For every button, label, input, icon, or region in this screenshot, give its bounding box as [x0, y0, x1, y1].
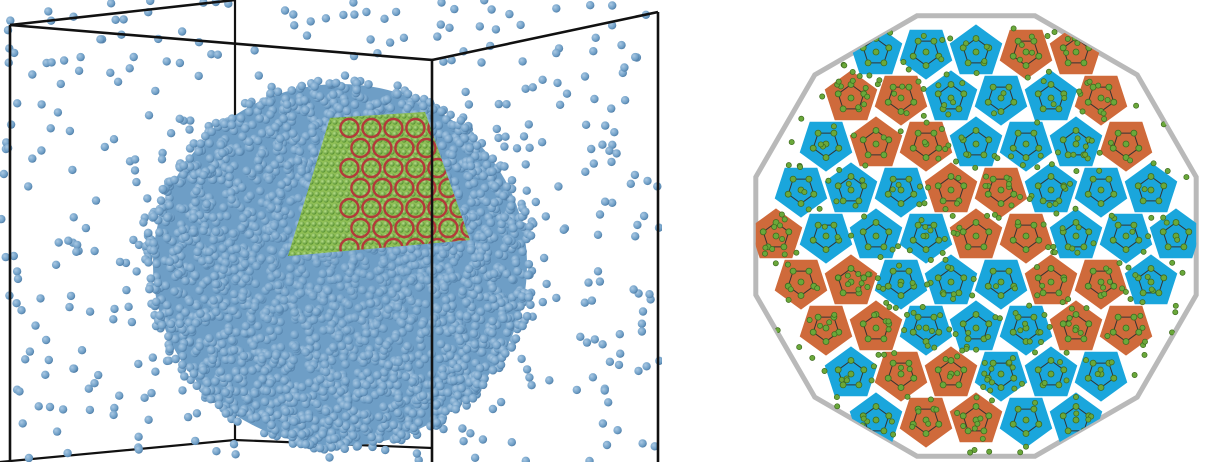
quasicrystal-tiling-panel	[740, 0, 1208, 462]
crystalline-core-cutaway	[288, 112, 470, 256]
nanoparticle-simulation-image	[0, 0, 662, 462]
interstitial-nodes	[762, 25, 1190, 456]
nanoparticle-simulation-panel	[0, 0, 662, 462]
quasicrystal-tiling-image	[753, 13, 1199, 459]
simulation-box-front-edges	[8, 0, 660, 462]
